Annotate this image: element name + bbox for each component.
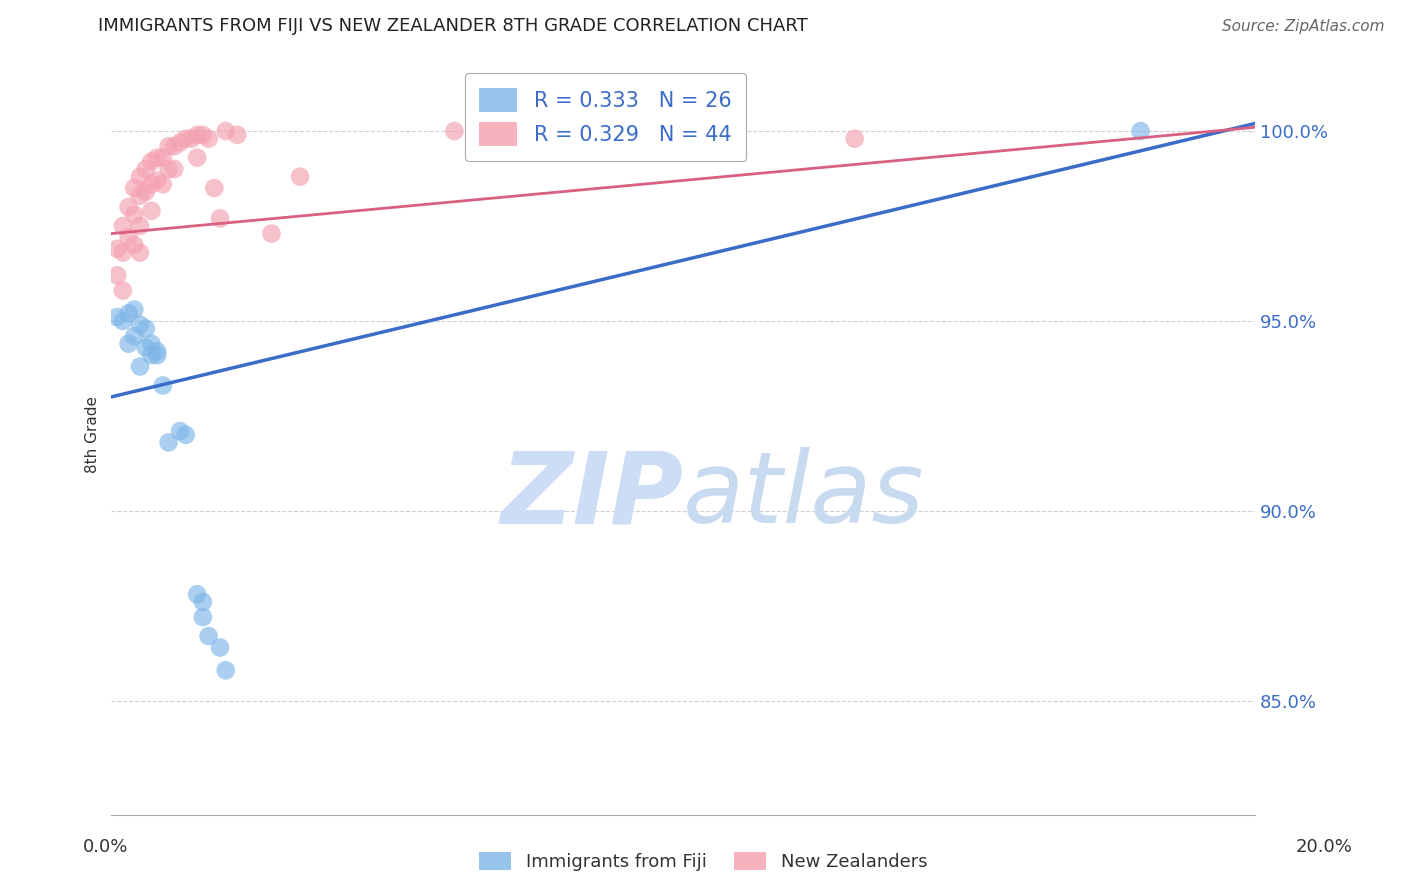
Point [117,200,139,214]
Point [141,178,163,192]
Legend: Immigrants from Fiji, New Zealanders: Immigrants from Fiji, New Zealanders [471,845,935,879]
Point [111,314,134,328]
Point [135,185,157,199]
Point [191,128,214,142]
Point [260,227,283,241]
Point [146,151,169,165]
Point [186,587,208,601]
Point [105,310,128,325]
Point [117,306,139,320]
Point [146,344,169,359]
Y-axis label: 8th Grade: 8th Grade [86,396,100,474]
Point [105,242,128,256]
Point [157,139,180,153]
Point [141,348,163,362]
Point [174,427,197,442]
Point [186,128,208,142]
Point [124,302,146,317]
Point [124,181,146,195]
Point [135,162,157,177]
Point [215,663,238,677]
Point [163,162,186,177]
Point [152,178,174,192]
Point [129,188,152,202]
Point [124,238,146,252]
Point [644,128,666,142]
Point [180,131,202,145]
Point [111,245,134,260]
Point [117,230,139,244]
Point [186,151,208,165]
Point [129,169,152,184]
Text: IMMIGRANTS FROM FIJI VS NEW ZEALANDER 8TH GRADE CORRELATION CHART: IMMIGRANTS FROM FIJI VS NEW ZEALANDER 8T… [98,17,808,35]
Point [672,128,695,142]
Point [288,169,311,184]
Point [1129,124,1152,138]
Point [129,359,152,374]
Text: ZIP: ZIP [501,447,683,544]
Legend: R = 0.333   N = 26, R = 0.329   N = 44: R = 0.333 N = 26, R = 0.329 N = 44 [465,73,747,161]
Point [129,245,152,260]
Point [135,321,157,335]
Point [129,219,152,233]
Point [129,318,152,332]
Point [202,181,225,195]
Text: atlas: atlas [683,447,925,544]
Point [844,131,866,145]
Point [191,595,214,609]
Point [157,162,180,177]
Point [146,348,169,362]
Text: Source: ZipAtlas.com: Source: ZipAtlas.com [1222,20,1385,34]
Text: 20.0%: 20.0% [1296,838,1353,855]
Point [111,219,134,233]
Point [191,610,214,624]
Point [141,336,163,351]
Point [105,268,128,283]
Point [157,435,180,450]
Point [443,124,465,138]
Point [135,341,157,355]
Point [226,128,249,142]
Point [169,424,191,438]
Point [197,629,219,643]
Point [215,124,238,138]
Text: 0.0%: 0.0% [83,838,128,855]
Point [152,378,174,392]
Point [163,139,186,153]
Point [146,173,169,187]
Point [174,131,197,145]
Point [152,151,174,165]
Point [209,640,232,655]
Point [111,284,134,298]
Point [124,208,146,222]
Point [197,131,219,145]
Point [141,203,163,218]
Point [209,211,232,226]
Point [124,329,146,343]
Point [117,336,139,351]
Point [141,154,163,169]
Point [614,128,637,142]
Point [169,136,191,150]
